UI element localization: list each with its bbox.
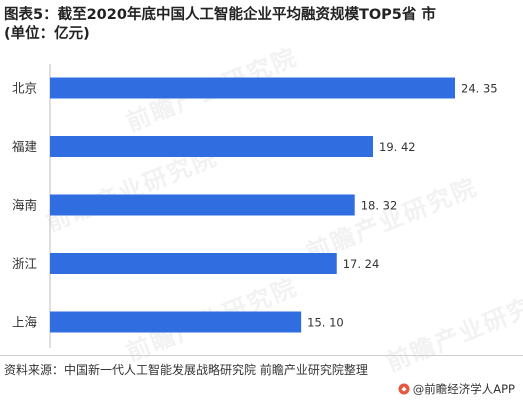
value-label: 17. 24 bbox=[343, 257, 380, 271]
bar bbox=[50, 194, 355, 216]
category-label: 北京 bbox=[12, 81, 37, 96]
source-note: 资料来源：中国新一代人工智能发展战略研究院 前瞻产业研究院整理 bbox=[4, 363, 368, 377]
bar bbox=[50, 136, 374, 157]
value-label: 24. 35 bbox=[461, 82, 498, 96]
category-label: 福建 bbox=[12, 139, 38, 154]
chart-title: 图表5：截至2020年底中国人工智能企业平均融资规模TOP5省 市 (单位：亿元… bbox=[4, 6, 504, 44]
bar bbox=[50, 77, 455, 99]
value-label: 18. 32 bbox=[361, 199, 398, 213]
brand-tag: @前瞻经济学人APP bbox=[398, 381, 515, 397]
category-label: 海南 bbox=[12, 198, 37, 213]
title-line-2: (单位：亿元) bbox=[4, 26, 90, 42]
bar bbox=[50, 253, 337, 274]
divider bbox=[0, 355, 523, 356]
category-label: 上海 bbox=[12, 315, 38, 330]
value-label: 15. 10 bbox=[307, 316, 344, 330]
brand-text: @前瞻经济学人APP bbox=[412, 382, 515, 396]
title-line-1: 图表5：截至2020年底中国人工智能企业平均融资规模TOP5省 市 bbox=[4, 7, 436, 23]
bar bbox=[50, 311, 302, 333]
qianzhan-logo-icon bbox=[398, 383, 410, 395]
bar-chart: 北京 24. 35 福建 19. 42 海南 18. 32 浙江 17. 24 上海 15. 10 bbox=[12, 64, 498, 348]
value-label: 19. 42 bbox=[379, 140, 416, 154]
category-label: 浙江 bbox=[12, 256, 37, 271]
